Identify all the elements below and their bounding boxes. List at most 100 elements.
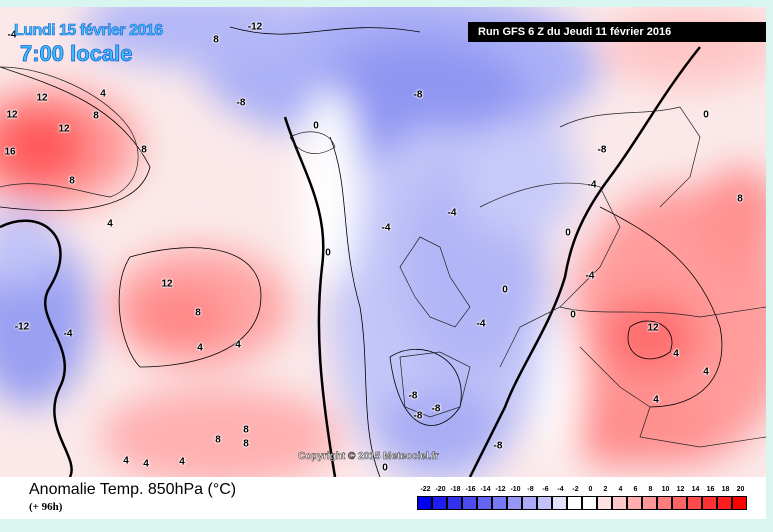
- contour-label: 4: [179, 456, 185, 468]
- contour-label: 8: [141, 144, 147, 156]
- contour-label: 4: [653, 394, 659, 406]
- contour-label: 8: [243, 424, 249, 436]
- contour-label: -4: [476, 318, 486, 330]
- legend-swatch: [672, 496, 687, 510]
- contour-label: 8: [215, 434, 221, 446]
- legend-swatch: [657, 496, 672, 510]
- legend-tick: -16: [465, 486, 476, 493]
- legend-tick: -4: [557, 486, 564, 493]
- footer: Anomalie Temp. 850hPa (°C) (+ 96h) -22 -2…: [0, 477, 766, 519]
- contour-label: 12: [161, 278, 173, 290]
- legend-tick: -22: [420, 486, 431, 493]
- contour-label: 8: [93, 110, 99, 122]
- legend-tick: 0: [588, 486, 593, 493]
- legend-swatch: [627, 496, 642, 510]
- legend-swatch: [477, 496, 492, 510]
- contour-label: 0: [382, 462, 388, 474]
- contour-label: 12: [647, 322, 659, 334]
- contour-label: 4: [100, 88, 106, 100]
- contour-label: 8: [195, 307, 201, 319]
- legend-swatch: [567, 496, 582, 510]
- legend-swatch: [642, 496, 657, 510]
- legend-tick: 12: [676, 486, 685, 493]
- legend-tick: -8: [527, 486, 534, 493]
- contour-label: 4: [235, 339, 241, 351]
- legend-swatch: [702, 496, 717, 510]
- contour-label: 0: [325, 247, 331, 259]
- legend-swatch: [522, 496, 537, 510]
- contour-label: -12: [247, 21, 263, 33]
- temperature-anomaly-map: -48-12-412412816128-80-8840-8-4-4-4-4012…: [0, 7, 766, 477]
- contour-label: -4: [587, 179, 597, 191]
- contour-label: -8: [236, 97, 246, 109]
- legend-tick: -14: [480, 486, 491, 493]
- run-info-banner: Run GFS 6 Z du Jeudi 11 février 2016: [468, 22, 766, 42]
- contour-label: 12: [58, 123, 70, 135]
- copyright: Copyright © 2015 Meteociel.fr: [298, 451, 439, 463]
- legend-swatch: [447, 496, 462, 510]
- contour-label: -4: [63, 328, 73, 340]
- forecast-time: 7:00 locale: [20, 41, 133, 67]
- legend-tick: 16: [706, 486, 715, 493]
- legend-tick: 20: [736, 486, 745, 493]
- legend-tick: -6: [542, 486, 549, 493]
- legend-swatch: [612, 496, 627, 510]
- contour-label: 16: [4, 146, 16, 158]
- legend-swatch: [492, 496, 507, 510]
- legend-swatch: [537, 496, 552, 510]
- legend-tick: 10: [661, 486, 670, 493]
- legend-tick: 14: [691, 486, 700, 493]
- contour-label: 8: [69, 175, 75, 187]
- legend-swatch: [687, 496, 702, 510]
- contour-label: 8: [243, 438, 249, 450]
- contour-label: 0: [703, 109, 709, 121]
- contour-label: 4: [673, 348, 679, 360]
- coastlines: [0, 66, 766, 448]
- legend-swatch: [717, 496, 732, 510]
- contour-label: -4: [300, 7, 309, 10]
- legend-tick: -12: [495, 486, 506, 493]
- contour-label: -8: [413, 89, 423, 101]
- contour-label: -4: [381, 222, 391, 234]
- legend-swatch: [462, 496, 477, 510]
- contour-label: 0: [313, 120, 319, 132]
- legend-tick: 6: [633, 486, 638, 493]
- map-canvas: [0, 7, 766, 477]
- contour-label: 0: [502, 284, 508, 296]
- contour-label: -8: [408, 390, 418, 402]
- legend-tick: -10: [510, 486, 521, 493]
- contour-label: 4: [197, 342, 203, 354]
- contour-label: 12: [36, 92, 48, 104]
- contour-label: -8: [431, 403, 441, 415]
- contour-label: -4: [585, 270, 595, 282]
- contour-label: 0: [570, 309, 576, 321]
- contour-label: -4: [7, 29, 17, 41]
- contour-lines: [0, 26, 723, 477]
- contour-label: -12: [14, 321, 30, 333]
- contour-label: -4: [447, 207, 457, 219]
- contour-label: 4: [123, 455, 129, 467]
- legend-swatch: [507, 496, 522, 510]
- legend-swatch: [597, 496, 612, 510]
- legend-swatch: [582, 496, 597, 510]
- forecast-range: (+ 96h): [29, 501, 63, 513]
- contour-label: 4: [143, 458, 149, 470]
- legend-swatch: [732, 496, 747, 510]
- legend-tick: 4: [618, 486, 623, 493]
- contour-label: -8: [493, 440, 503, 452]
- map-title: Anomalie Temp. 850hPa (°C): [29, 481, 237, 498]
- legend-tick: 8: [648, 486, 653, 493]
- anomaly-fields: [0, 7, 766, 477]
- legend-tick: -18: [450, 486, 461, 493]
- contour-label: 4: [703, 366, 709, 378]
- legend-tick: -20: [435, 486, 446, 493]
- contour-label: 12: [6, 109, 18, 121]
- contour-label: -8: [413, 410, 423, 422]
- legend-tick: -2: [572, 486, 579, 493]
- contour-label: -8: [597, 144, 607, 156]
- legend-swatch: [432, 496, 447, 510]
- contour-label: 8: [213, 34, 219, 46]
- legend-tick: 18: [721, 486, 730, 493]
- contour-label: 0: [565, 227, 571, 239]
- contour-label: 8: [737, 193, 743, 205]
